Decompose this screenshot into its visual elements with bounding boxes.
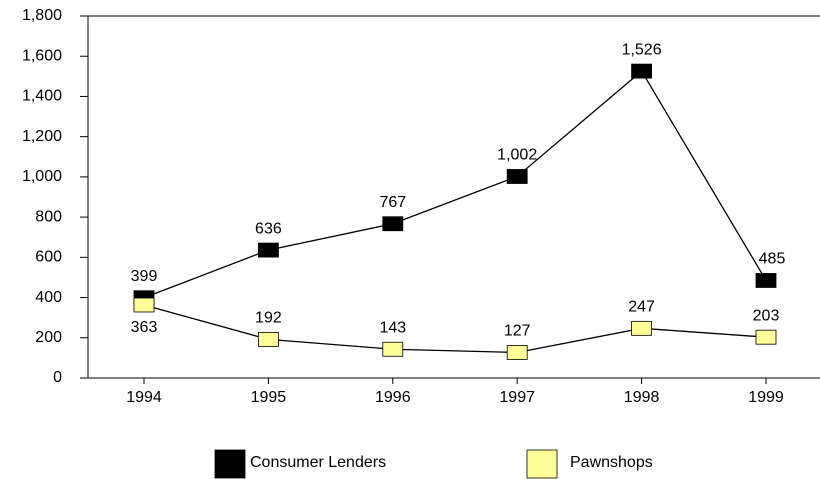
y-tick-label: 1,800 [22, 7, 62, 24]
data-label: 127 [504, 323, 531, 340]
marker [631, 63, 652, 79]
y-tick-label: 200 [35, 329, 62, 346]
legend-label: Consumer Lenders [250, 454, 386, 471]
data-label: 399 [131, 268, 158, 285]
marker [755, 329, 777, 345]
x-tick-label: 1996 [375, 389, 411, 406]
data-label: 485 [759, 251, 786, 268]
y-tick-label: 1,400 [22, 88, 62, 105]
legend-swatch [214, 449, 246, 479]
y-tick-label: 400 [35, 289, 62, 306]
y-tick-label: 600 [35, 249, 62, 266]
series-line [143, 304, 767, 354]
legend-swatch [526, 449, 558, 479]
x-tick-label: 1999 [748, 389, 784, 406]
marker [133, 297, 155, 313]
y-tick-label: 1,000 [22, 168, 62, 185]
series-line [143, 70, 767, 299]
data-label: 247 [628, 299, 655, 316]
marker [257, 242, 279, 258]
y-tick-label: 1,600 [22, 47, 62, 64]
data-label: 636 [255, 220, 282, 237]
marker [382, 341, 404, 357]
y-tick-label: 0 [53, 369, 62, 386]
marker [631, 320, 652, 336]
x-tick-label: 1998 [624, 389, 660, 406]
x-tick-label: 1994 [126, 389, 162, 406]
marker [382, 216, 404, 232]
marker [506, 345, 528, 360]
data-label: 143 [379, 319, 406, 336]
data-label: 1,526 [622, 41, 662, 58]
data-label: 1,002 [497, 147, 537, 164]
legend-label: Pawnshops [570, 454, 653, 471]
marker [755, 273, 777, 288]
data-label: 203 [753, 307, 780, 324]
data-label: 192 [255, 310, 282, 327]
y-tick-label: 1,200 [22, 128, 62, 145]
data-label: 767 [379, 194, 406, 211]
x-tick-label: 1995 [251, 389, 287, 406]
marker [257, 331, 279, 347]
data-label: 363 [131, 319, 158, 336]
marker [506, 169, 528, 184]
y-tick-label: 800 [35, 208, 62, 225]
x-tick-label: 1997 [499, 389, 535, 406]
